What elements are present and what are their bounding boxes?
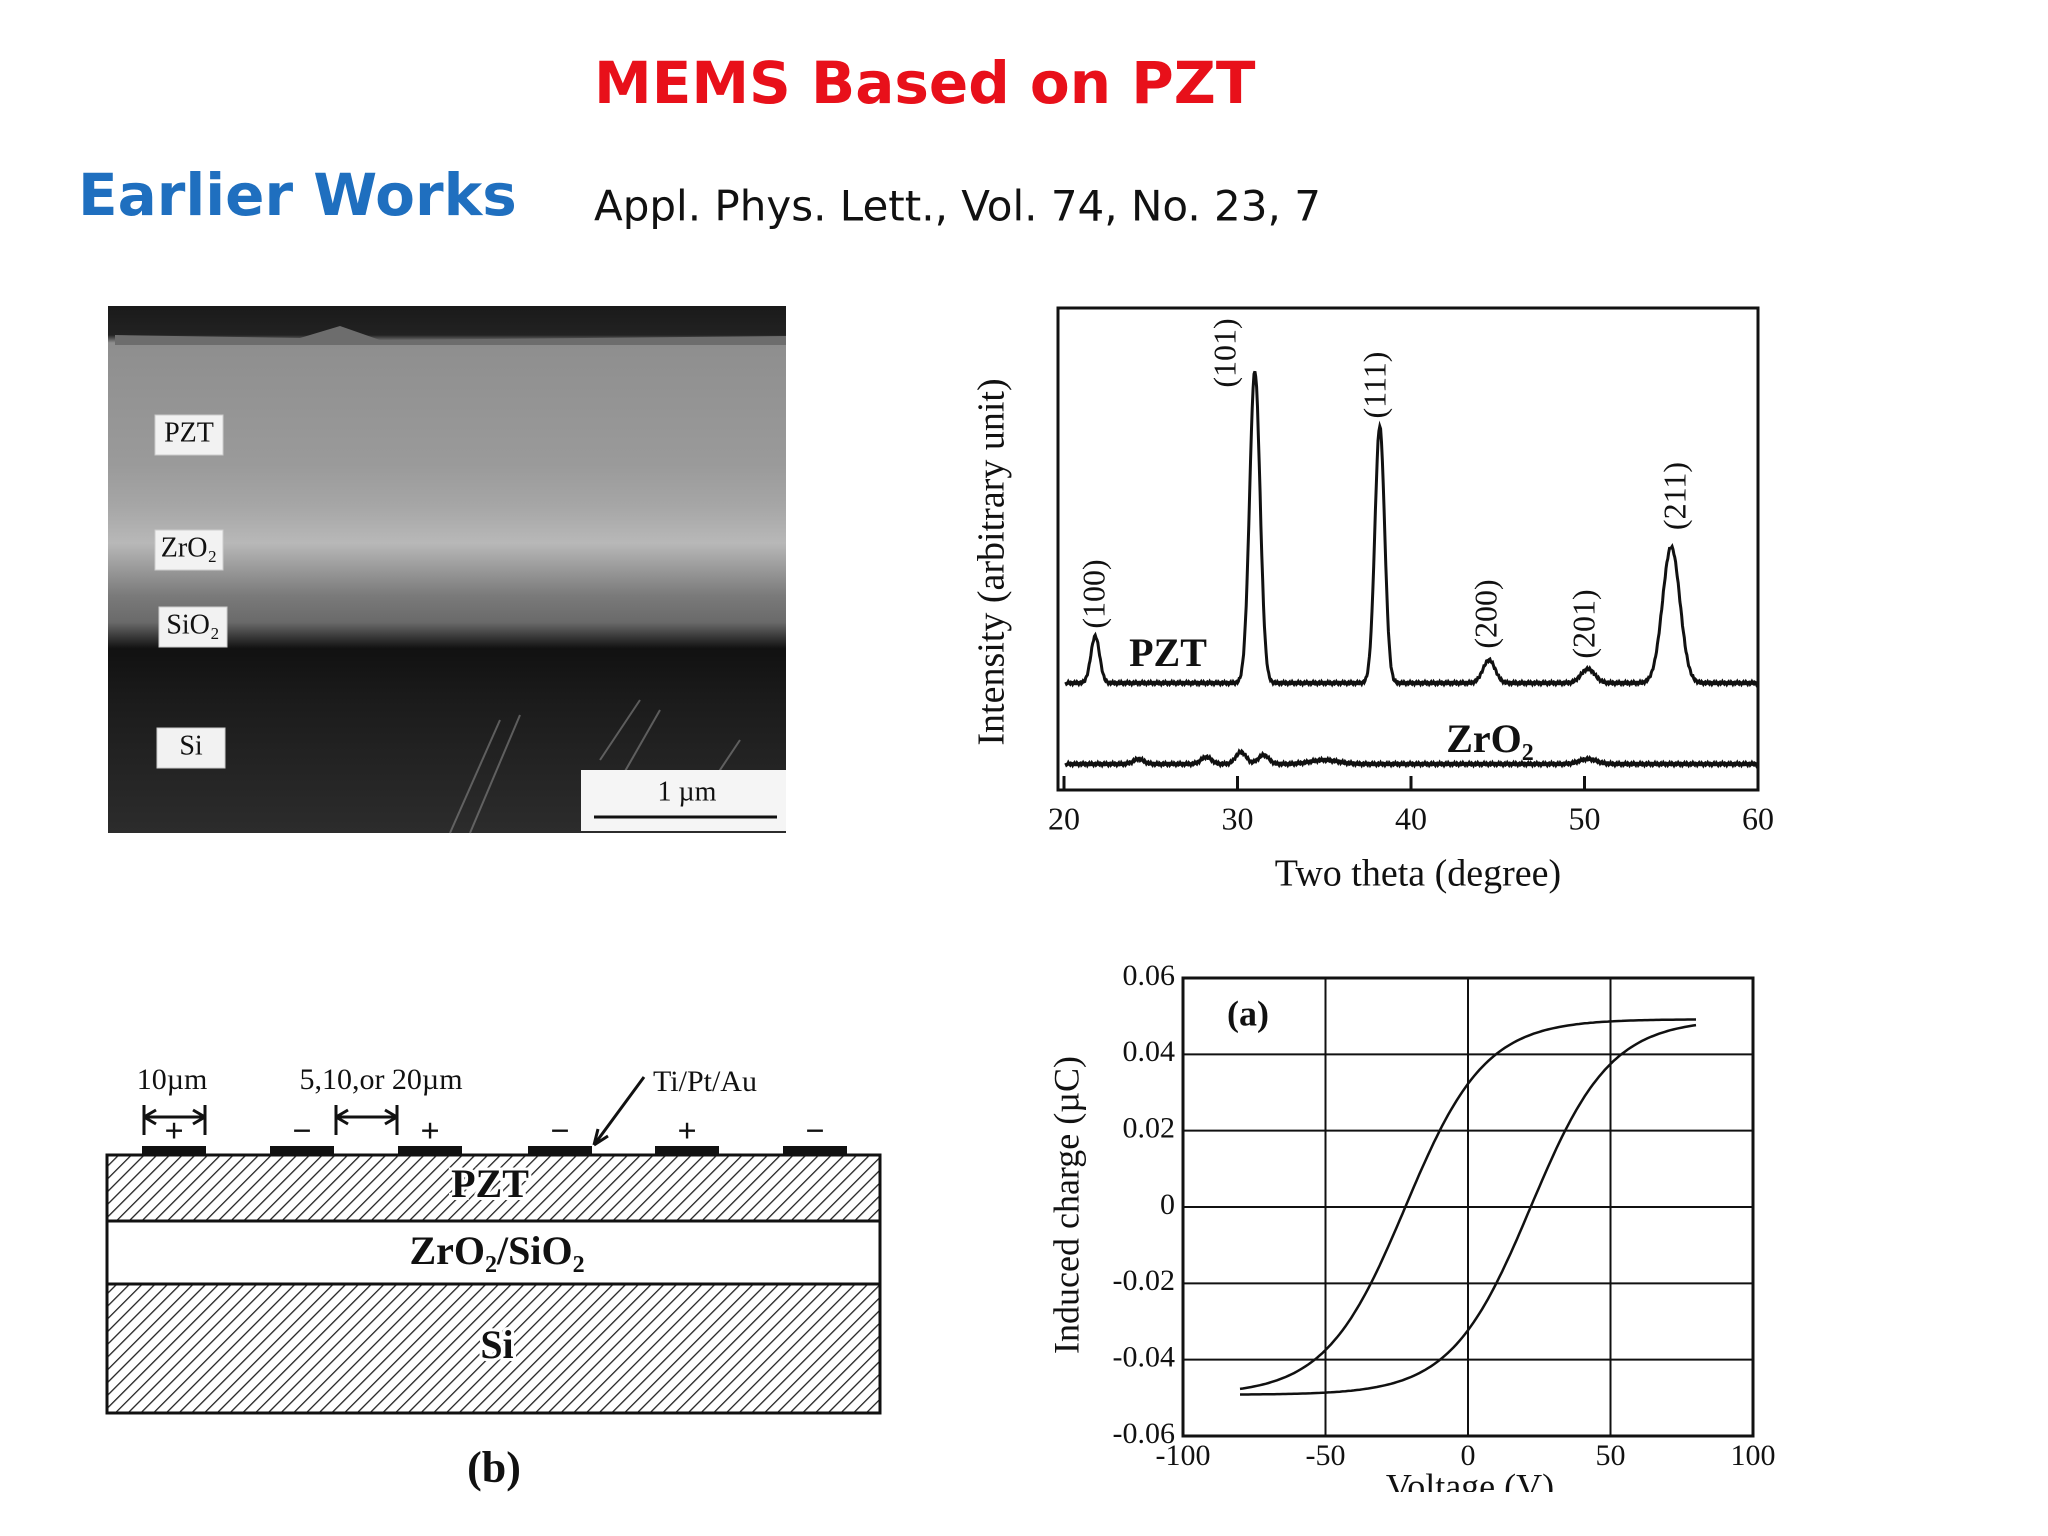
peak-label: (111)	[1356, 352, 1392, 419]
electrode	[398, 1146, 462, 1156]
dimension-label: 5,10,or 20µm	[299, 1063, 462, 1096]
schematic: + − + − + − 10µm 5,10,or 20µm Ti/Pt/Au PZT ZrO₂/Si…	[105, 1063, 882, 1492]
sem-layer-label: Si	[179, 730, 203, 761]
y-tick-label: 0.06	[1123, 959, 1176, 992]
x-tick-label: -100	[1156, 1439, 1211, 1472]
electrode	[142, 1146, 206, 1156]
si-layer	[105, 1282, 882, 1415]
dimension-markers	[142, 1076, 646, 1147]
polarity: −	[292, 1113, 311, 1150]
x-tick-label: 50	[1569, 800, 1601, 836]
x-tick-label: 0	[1461, 1439, 1476, 1472]
polarity: +	[677, 1113, 696, 1150]
dimension-label: 10µm	[137, 1063, 208, 1096]
zro2-trace	[1064, 748, 1760, 769]
y-axis-label: Induced charge (µC)	[1046, 1056, 1086, 1354]
curve-label: ZrO₂	[1446, 716, 1534, 761]
y-tick-label: -0.06	[1113, 1417, 1176, 1450]
crop-mask	[1300, 1492, 1660, 1536]
peak-label: (101)	[1206, 318, 1242, 387]
panel-label: (a)	[1227, 993, 1269, 1033]
pzt-layer	[105, 1153, 882, 1223]
slide-title: MEMS Based on PZT	[594, 49, 1256, 117]
electrode	[655, 1146, 719, 1156]
pzt-trace	[1064, 370, 1760, 688]
hysteresis-plot: -100 -50 0 50 100 0.06 0.04 0.02 0 -0.02 -0.04 -0.0…	[1046, 959, 1776, 1536]
hysteresis-loop	[1239, 1018, 1696, 1391]
scale-bar-box	[581, 770, 786, 831]
hysteresis-loop	[1240, 1023, 1697, 1396]
xrd-plot: 20 30 40 50 60 (100) (101) (111) (200) (201) (211)…	[971, 306, 1774, 895]
x-tick-label: 40	[1395, 800, 1427, 836]
x-tick-label: 100	[1731, 1439, 1776, 1472]
polarity: +	[420, 1113, 439, 1150]
scale-bar-label: 1 µm	[658, 776, 717, 807]
plot-frame	[1056, 306, 1760, 792]
y-tick-label: -0.02	[1113, 1264, 1176, 1297]
layer-label: ZrO₂/SiO₂	[409, 1228, 584, 1273]
sem-surface	[115, 326, 786, 345]
section-heading: Earlier Works	[78, 161, 517, 229]
polarity: −	[805, 1113, 824, 1150]
y-tick-label: 0.04	[1123, 1035, 1176, 1068]
x-tick-label: 50	[1596, 1439, 1626, 1472]
sem-label-box	[154, 414, 224, 456]
x-tick-label: -50	[1306, 1439, 1346, 1472]
y-axis-label: Intensity (arbitrary unit)	[971, 378, 1013, 745]
sem-layer-label: PZT	[164, 417, 214, 448]
polarity: +	[164, 1113, 183, 1150]
peak-label: (201)	[1565, 589, 1601, 658]
sem-label-box	[158, 606, 228, 648]
layer-label: PZT	[451, 1161, 529, 1206]
x-tick-label: 60	[1742, 800, 1774, 836]
peak-label: (211)	[1656, 462, 1692, 530]
electrode	[270, 1146, 334, 1156]
electrode	[783, 1146, 847, 1156]
reference: Appl. Phys. Lett., Vol. 74, No. 23, 7	[594, 182, 1321, 231]
curve-label: PZT	[1129, 630, 1207, 675]
electrode	[528, 1146, 592, 1156]
sem-label-box	[154, 529, 224, 571]
x-tick-label: 30	[1222, 800, 1254, 836]
sem-label-box	[156, 727, 226, 769]
peak-label: (100)	[1075, 559, 1111, 628]
y-tick-label: 0.02	[1123, 1112, 1176, 1145]
sem-layer-label: SiO₂	[166, 609, 219, 640]
x-tick-label: 20	[1048, 800, 1080, 836]
peak-label: (200)	[1467, 579, 1503, 648]
sem-layer-label: ZrO₂	[161, 532, 217, 563]
y-tick-label: -0.04	[1113, 1341, 1176, 1374]
y-tick-label: 0	[1160, 1188, 1175, 1221]
layer-label: Si	[480, 1322, 513, 1367]
polarity: −	[550, 1113, 569, 1150]
x-axis-label: Two theta (degree)	[1275, 853, 1561, 895]
electrode-label: Ti/Pt/Au	[653, 1065, 757, 1098]
figure-caption: (b)	[467, 1443, 521, 1492]
